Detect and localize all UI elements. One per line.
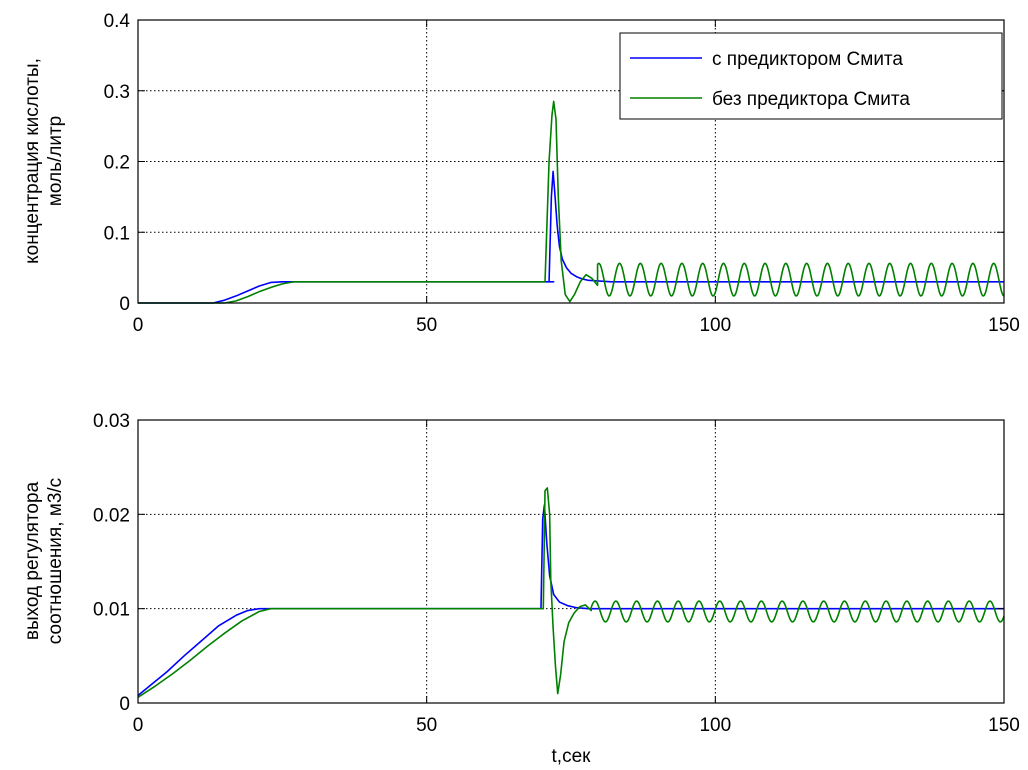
bottom-series-line-1 [137, 504, 1004, 697]
bottom-axes: 0 50 100 150 0 0.01 0.02 0.03 выход регулятора … [22, 411, 1020, 767]
bottom-ylabel-line-1: выход регулятора [22, 481, 43, 640]
bottom-xtick-label: 100 [699, 715, 731, 736]
bottom-x-axis-label: t,сек [552, 746, 592, 767]
bottom-xtick-label: 0 [133, 715, 144, 736]
top-ylabel-line-1: концентрация кислоты, [22, 58, 43, 264]
bottom-xtick-label: 50 [416, 715, 437, 736]
top-ytick-label: 0.3 [104, 82, 130, 103]
bottom-plot-area [138, 420, 1004, 703]
top-xtick-label: 150 [988, 315, 1020, 336]
top-series-line-2 [138, 100, 1005, 304]
top-xtick-label: 50 [416, 315, 437, 336]
bottom-series-line-2 [137, 487, 1005, 699]
top-y-axis-label: концентрация кислоты, моль/литр [22, 58, 66, 264]
top-grid [138, 20, 1004, 303]
top-ytick-label: 0.1 [104, 223, 130, 244]
bottom-ylabel-line-2: соотношения, м3/с [45, 478, 66, 644]
bottom-y-axis-label: выход регулятора соотношения, м3/с [22, 478, 66, 644]
bottom-ytick-label: 0.03 [93, 411, 130, 432]
top-ytick-label: 0 [119, 294, 130, 315]
legend-box [619, 32, 1003, 120]
bottom-xtick-label: 150 [988, 715, 1020, 736]
bottom-ytick-label: 0 [119, 694, 130, 715]
top-axes: 0 50 100 150 0 0.1 0.2 0.3 0.4 концентрация кисл… [22, 11, 1020, 336]
top-xtick-label: 100 [699, 315, 731, 336]
top-ytick-label: 0.4 [104, 11, 131, 32]
legend: с предиктором Смита без предиктора Смита [619, 32, 1003, 120]
top-series-line-1 [138, 170, 1004, 304]
top-series-layer [138, 100, 1005, 304]
top-xtick-label: 0 [133, 315, 144, 336]
legend-label-series-1: с предиктором Смита [712, 49, 903, 70]
bottom-ytick-label: 0.02 [93, 505, 130, 526]
bottom-axes-box [137, 419, 1005, 704]
top-ytick-label: 0.2 [104, 153, 130, 174]
bottom-series-layer [137, 487, 1005, 699]
top-ticks: 0 50 100 150 0 0.1 0.2 0.3 0.4 [104, 11, 1020, 336]
top-ylabel-line-2: моль/литр [45, 116, 66, 206]
bottom-ytick-label: 0.01 [93, 600, 130, 621]
bottom-ticks: 0 50 100 150 0 0.01 0.02 0.03 [93, 411, 1020, 736]
legend-label-series-2: без предиктора Смита [712, 89, 910, 110]
